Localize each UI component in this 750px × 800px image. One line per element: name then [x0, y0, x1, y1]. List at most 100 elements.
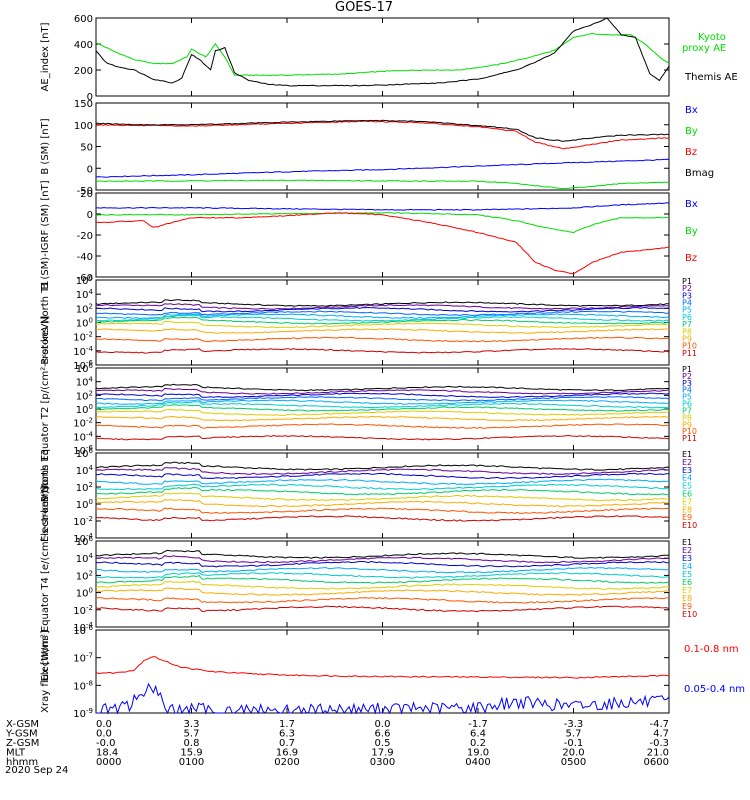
y-tick-label: 10-7 [73, 652, 93, 665]
series-line-P11 [95, 434, 670, 441]
orbit-value: 0200 [274, 757, 299, 768]
series-line-E10 [95, 605, 670, 613]
series-line-P8 [95, 320, 670, 329]
series-line-P2 [95, 303, 670, 310]
legend-label-P4: P4 [682, 386, 692, 395]
y-tick-label: 102 [76, 389, 93, 402]
orbit-value: 0.0 [96, 719, 112, 730]
legend-label-By: By [685, 126, 698, 137]
series-line-E2 [95, 467, 670, 475]
series-line-E8 [95, 499, 670, 508]
y-tick-label: 20 [80, 189, 93, 200]
y-tick-label: 100 [76, 403, 93, 416]
legend-label-E4: E4 [682, 474, 692, 483]
orbit-value: 3.3 [184, 719, 200, 730]
orbit-value: 15.9 [180, 748, 202, 759]
legend-label-P1: P1 [682, 277, 692, 286]
y-tick-label: 102 [76, 481, 93, 494]
legend-label-P3: P3 [682, 379, 692, 388]
series-line-E5 [95, 483, 670, 491]
legend-label-Themis AE: Themis AE [684, 72, 738, 83]
y-tick-label: 10-8 [73, 679, 93, 692]
y-tick-label: 0 [87, 210, 93, 221]
orbit-row-label: X-GSM [6, 719, 39, 730]
y-tick-label: 106 [76, 274, 94, 287]
y-tick-label: 600 [74, 14, 93, 25]
orbit-value: 0500 [561, 757, 586, 768]
legend-label-P6: P6 [682, 313, 692, 322]
legend-label-P11: P11 [682, 434, 697, 443]
orbit-value: 0000 [96, 757, 121, 768]
orbit-value: 20.0 [562, 748, 584, 759]
y-tick-label: 106 [76, 362, 94, 375]
legend-label-P8: P8 [682, 327, 692, 336]
legend-label-Bmag: Bmag [685, 168, 714, 179]
y-tick-label: 10-4 [73, 345, 93, 358]
orbit-value: -0.0 [96, 738, 116, 749]
y-tick-label: 100 [74, 121, 93, 132]
y-tick-label: 10-2 [73, 331, 93, 344]
legend-label-0.1-0.8 nm: 0.1-0.8 nm [684, 644, 739, 655]
series-line-P9 [95, 415, 670, 422]
legend-label-P11: P11 [682, 349, 697, 358]
y-tick-label: 106 [76, 447, 94, 460]
orbit-value: 0.2 [470, 738, 486, 749]
series-line-E4 [95, 478, 670, 486]
series-line-P3 [95, 306, 670, 313]
legend-label-Kyoto proxy AE: Kyoto proxy AE [682, 32, 726, 54]
series-line-P3 [95, 392, 670, 399]
series-line-P7 [95, 316, 670, 325]
orbit-value: 0400 [465, 757, 490, 768]
orbit-value: 1.7 [279, 719, 295, 730]
orbit-value: 0.0 [375, 719, 391, 730]
y-tick-label: 100 [76, 317, 93, 330]
orbit-row-label: Z-GSM [6, 738, 39, 749]
series-line-E1 [95, 461, 670, 471]
y-tick-label: 0 [87, 92, 93, 103]
panel-frame [95, 629, 670, 714]
legend-label-E4: E4 [682, 562, 692, 571]
y-tick-label: -20 [77, 231, 93, 242]
orbit-row-label: MLT [6, 748, 26, 759]
orbit-date: 2020 Sep 24 [5, 765, 69, 776]
orbit-value: 0100 [179, 757, 204, 768]
legend-label-E2: E2 [682, 546, 692, 555]
legend-label-E3: E3 [682, 466, 692, 475]
y-tick-label: 10-4 [73, 430, 93, 443]
series-line-E2 [95, 555, 670, 564]
legend-label-P10: P10 [682, 342, 697, 351]
series-line-E8 [95, 587, 670, 596]
orbit-value: 5.7 [566, 729, 582, 740]
y-axis-label: Electrons North T3 [40, 449, 51, 542]
orbit-value: -3.3 [564, 719, 584, 730]
y-tick-label: 104 [76, 464, 94, 477]
orbit-value: 6.3 [279, 729, 295, 740]
legend-label-P3: P3 [682, 291, 692, 300]
y-axis-label: Protons Equator T2 [p/(cm²-s-sr-keV)] [40, 316, 51, 503]
legend-label-P2: P2 [682, 284, 692, 293]
legend-label-E2: E2 [682, 458, 692, 467]
legend-label-E6: E6 [682, 578, 692, 587]
orbit-value: 17.9 [371, 748, 393, 759]
y-tick-label: 50 [80, 143, 93, 154]
panel-frame [95, 452, 670, 539]
legend-label-E5: E5 [682, 570, 692, 579]
legend-label-P1: P1 [682, 365, 692, 374]
panel-3: 20 0 -20 -40 -60 B (SM)-IGRF (SM) [nT] Bx By Bz [40, 180, 698, 289]
series-line-E3 [96, 472, 670, 480]
orbit-value: 6.4 [470, 729, 486, 740]
series-line-P6 [96, 401, 670, 409]
orbit-value: 0600 [644, 757, 669, 768]
orbit-value: 5.7 [184, 729, 200, 740]
panel-8: 10-6 10-7 10-8 10-9 Xray flux [W/m²] 0.1-0.8 … [40, 624, 745, 720]
orbit-value: 0.5 [375, 738, 391, 749]
legend-label-E7: E7 [682, 586, 692, 595]
y-tick-label: 102 [76, 569, 93, 582]
legend-label-P9: P9 [682, 334, 692, 343]
series-line-P4 [95, 310, 670, 317]
y-tick-label: 200 [74, 66, 93, 77]
series-line-P8 [95, 409, 670, 416]
series-line-E6 [95, 486, 670, 496]
